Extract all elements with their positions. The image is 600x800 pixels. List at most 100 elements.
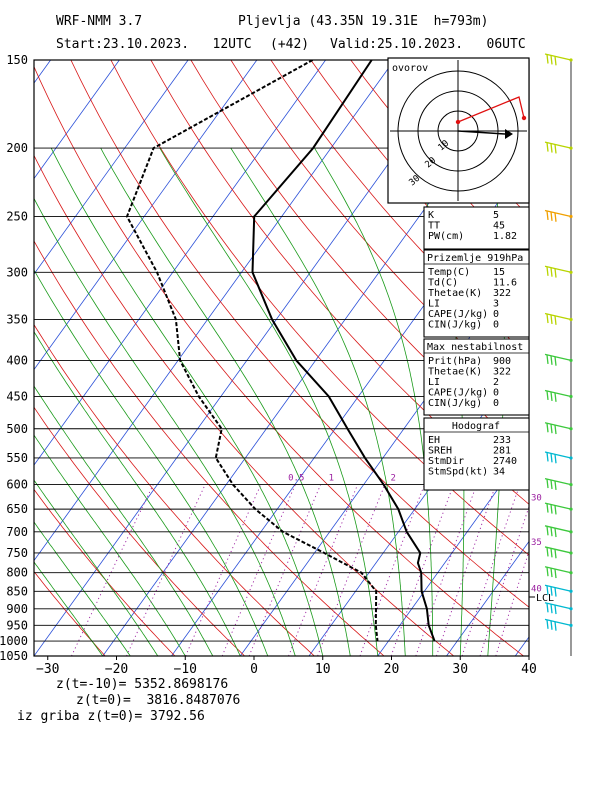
indices-row-value: 45 bbox=[493, 221, 505, 232]
wind-barb-feather bbox=[550, 211, 553, 221]
pressure-tick-label: 850 bbox=[6, 584, 28, 598]
unstable-row-value: 2 bbox=[493, 377, 499, 388]
pressure-tick-label: 900 bbox=[6, 602, 28, 616]
wind-barb-staff bbox=[544, 209, 572, 218]
wind-barb-feather bbox=[550, 424, 553, 434]
unstable-row-value: 0 bbox=[493, 388, 499, 399]
temperature-tick-label: 30 bbox=[452, 662, 468, 677]
dry-adiabat-line bbox=[150, 60, 529, 505]
pressure-tick-label: 400 bbox=[6, 353, 28, 367]
wind-barb-feather bbox=[554, 212, 557, 222]
unstable-row-label: Prit(hPa) bbox=[428, 356, 482, 367]
wind-barb-feather bbox=[546, 54, 549, 64]
wind-barb-feather bbox=[554, 549, 557, 559]
wind-barb-staff bbox=[544, 546, 572, 554]
pressure-tick-label: 350 bbox=[6, 313, 28, 327]
wind-barb-feather bbox=[554, 621, 557, 631]
indices-row-label: PW(cm) bbox=[428, 231, 464, 242]
wind-barb-feather bbox=[546, 354, 549, 364]
moist-adiabat-line bbox=[50, 147, 324, 656]
wind-barb-feather bbox=[546, 313, 549, 324]
pressure-tick-label: 300 bbox=[6, 265, 28, 279]
isotherm-line bbox=[34, 60, 326, 466]
wind-barb-feather bbox=[550, 527, 553, 537]
unstable-row-value: 322 bbox=[493, 367, 511, 378]
wind-barb-dot bbox=[569, 58, 573, 62]
wind-barb-staff bbox=[544, 525, 572, 533]
hodograf-row-value: 2740 bbox=[493, 456, 517, 467]
unstable-row-value: 0 bbox=[493, 398, 499, 409]
surface-row-value: 11.6 bbox=[493, 278, 517, 289]
wind-barb-staff bbox=[544, 618, 572, 626]
wind-barb-feather bbox=[554, 587, 557, 597]
hodograf-row-value: 34 bbox=[493, 467, 505, 478]
hodograf-row-label: StmSpd(kt) bbox=[428, 467, 488, 478]
wind-barb-staff bbox=[544, 566, 572, 574]
mixing-ratio-line bbox=[288, 484, 359, 656]
wind-barb-feather bbox=[554, 268, 557, 278]
pressure-tick-label: 550 bbox=[6, 451, 28, 465]
surface-title: Prizemlje 919hPa bbox=[427, 253, 523, 264]
wind-barb-feather bbox=[546, 567, 549, 577]
wind-barb-feather bbox=[550, 620, 553, 630]
surface-row-label: CAPE(J/kg) bbox=[428, 309, 488, 320]
surface-panel: Prizemlje 919hPa Temp(C) 15 Td(C) 11.6 Thetae… bbox=[423, 249, 530, 338]
isotherm-line bbox=[584, 60, 600, 656]
isotherm-line bbox=[446, 540, 529, 656]
wind-barb bbox=[544, 566, 573, 579]
mixing-ratio-line bbox=[359, 484, 425, 656]
wind-barb-feather bbox=[546, 423, 549, 433]
wind-barb-feather bbox=[546, 452, 549, 462]
mixing-ratio-line bbox=[390, 484, 455, 656]
surface-row-label: CIN(J/kg) bbox=[428, 320, 482, 331]
wind-barb-feather bbox=[554, 392, 557, 402]
indices-panel: K 5 TT 45 PW(cm) 1.82 bbox=[423, 206, 530, 250]
mixing-ratio-line bbox=[185, 484, 262, 656]
moist-adiabat-line bbox=[34, 269, 269, 656]
wind-barb-feather bbox=[550, 55, 553, 65]
wind-barb-feather bbox=[546, 210, 549, 221]
wind-barb-feather bbox=[550, 391, 553, 401]
surface-row-value: 15 bbox=[493, 267, 505, 278]
hodograph-start bbox=[455, 119, 461, 125]
wind-barb-dot bbox=[569, 589, 573, 593]
wind-barb-feather bbox=[554, 505, 557, 515]
moist-adiabat-line bbox=[34, 330, 241, 656]
indices-row-label: TT bbox=[428, 221, 440, 232]
unstable-panel-frame bbox=[423, 338, 530, 416]
wind-barb-feather bbox=[546, 142, 549, 152]
wind-barb-feather bbox=[550, 568, 553, 578]
wind-barb-feather bbox=[550, 314, 553, 324]
wind-barb bbox=[544, 618, 573, 631]
isotherm-line bbox=[171, 158, 529, 656]
mixing-ratio-label: 2 bbox=[391, 474, 396, 484]
wind-barb-feather bbox=[554, 568, 557, 579]
temperature-tick-label: −10 bbox=[174, 662, 197, 677]
hodograph-trace bbox=[457, 96, 525, 123]
chart-axes: 1502002503003504004505005506006507007508… bbox=[0, 53, 554, 677]
pressure-tick-label: 250 bbox=[6, 209, 28, 223]
pressure-tick-label: 750 bbox=[6, 546, 28, 560]
freezing-level-zero: z(t=0)= 3816.8487076 bbox=[76, 693, 241, 708]
wind-barb-feather bbox=[550, 479, 553, 490]
moist-adiabat-line bbox=[100, 147, 351, 656]
mixing-ratio-label: 40 bbox=[531, 585, 542, 595]
wind-barb-staff bbox=[544, 502, 572, 510]
wind-barb bbox=[544, 584, 573, 597]
moist-adiabat-line bbox=[34, 479, 159, 656]
wind-barb-dot bbox=[569, 607, 573, 611]
hodograph-end bbox=[521, 115, 527, 121]
dry-adiabat-line bbox=[591, 60, 600, 656]
wind-barb-feather bbox=[546, 585, 549, 595]
pressure-tick-label: 700 bbox=[6, 525, 28, 539]
indices-row-label: K bbox=[428, 210, 434, 221]
pressure-tick-label: 600 bbox=[6, 478, 28, 492]
hodograf-row-value: 281 bbox=[493, 446, 511, 457]
indices-row-value: 1.82 bbox=[493, 231, 517, 242]
temperature-tick-label: −20 bbox=[105, 662, 128, 677]
wind-barb-dot bbox=[569, 146, 573, 150]
temperature-tick-label: 20 bbox=[384, 662, 400, 677]
surface-row-value: 0 bbox=[493, 309, 499, 320]
moist-adiabat-line bbox=[230, 147, 406, 656]
surface-row-label: Temp(C) bbox=[428, 267, 470, 278]
